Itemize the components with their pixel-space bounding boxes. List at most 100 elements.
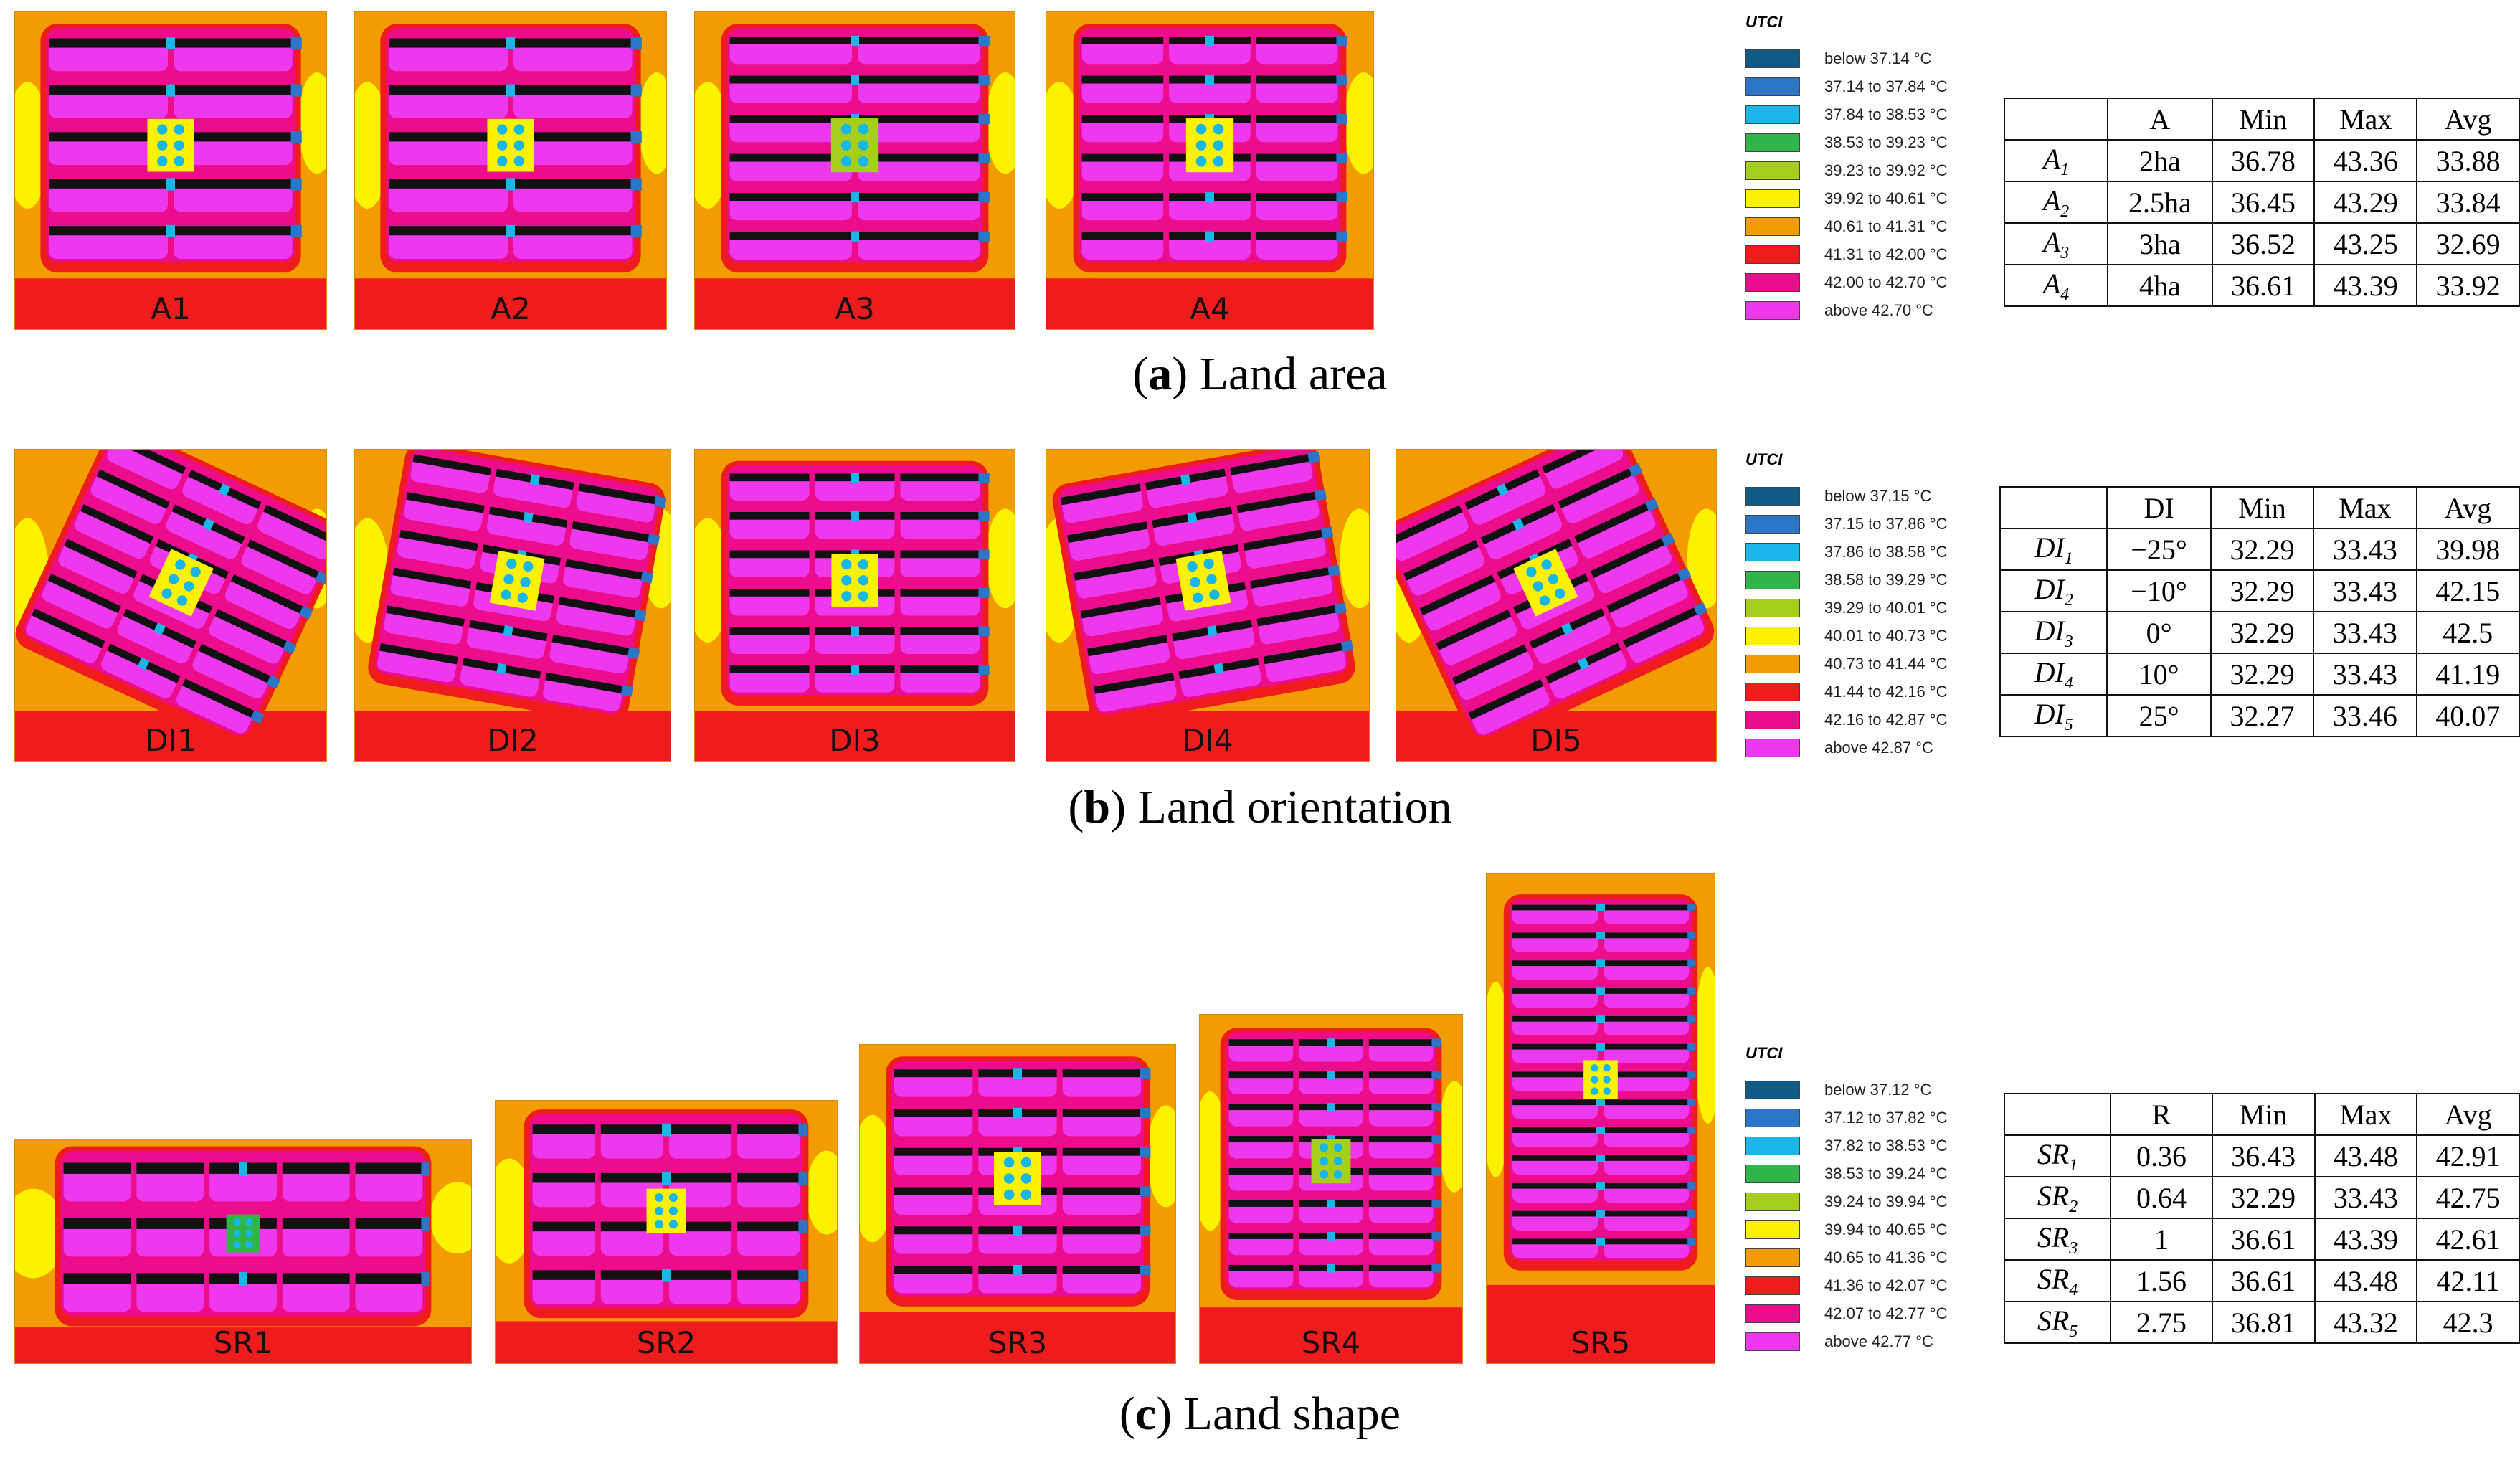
row-label-subscript: 4 xyxy=(2064,673,2073,693)
cell-avg: 42.5 xyxy=(2415,611,2520,654)
legend-label: 42.00 to 42.70 °C xyxy=(1824,272,1948,291)
shade-structure xyxy=(506,224,515,237)
tree-canopy xyxy=(655,1220,664,1229)
tree-canopy xyxy=(174,156,184,166)
building-block xyxy=(1228,1200,1294,1207)
shade-structure xyxy=(978,626,990,637)
shade-structure xyxy=(1596,1210,1605,1218)
shade-structure xyxy=(1596,1155,1605,1162)
legend-swatch xyxy=(1745,133,1800,152)
courtyard xyxy=(1583,1060,1618,1099)
legend-swatch xyxy=(1745,77,1800,96)
shade-structure xyxy=(1213,663,1224,675)
row-label-name: SR xyxy=(2037,1137,2070,1170)
caption-letter: b xyxy=(1084,781,1111,833)
building-block xyxy=(1368,1264,1434,1271)
legend-item: 37.14 to 37.84 °C xyxy=(1745,72,2004,100)
hot-spot xyxy=(1470,681,1550,735)
caption-letter: a xyxy=(1148,348,1173,400)
thermal-map-graphic xyxy=(355,450,671,761)
tree-canopy xyxy=(1539,595,1550,606)
building-block xyxy=(1081,232,1164,240)
hot-spot xyxy=(1467,471,1546,525)
tree-canopy xyxy=(1195,140,1207,151)
row-label: SR2 xyxy=(2003,1176,2112,1219)
shade-structure xyxy=(978,36,990,47)
shade-structure xyxy=(506,84,515,97)
shade-structure xyxy=(1687,1127,1696,1134)
building-block xyxy=(565,559,644,581)
building-block xyxy=(900,473,980,482)
legend-label: 40.73 to 41.44 °C xyxy=(1824,654,1948,673)
table-row: A1 2ha 36.78 43.36 33.88 xyxy=(2003,139,2520,182)
building-block xyxy=(1419,574,1495,616)
shade-structure xyxy=(1677,567,1692,582)
building-block xyxy=(136,1162,204,1174)
legend-swatch xyxy=(1745,49,1800,68)
block-layout xyxy=(1503,894,1698,1271)
shade-structure xyxy=(630,224,642,237)
legend-item: below 37.12 °C xyxy=(1745,1076,2004,1104)
legend-title: UTCI xyxy=(1745,13,1783,31)
tree-canopy xyxy=(523,561,534,572)
hot-zone xyxy=(695,278,1015,329)
shade-structure xyxy=(662,1172,671,1185)
legend-label: 39.23 to 39.92 °C xyxy=(1824,161,1948,179)
shade-structure xyxy=(1327,1264,1335,1273)
cell-avg: 33.88 xyxy=(2416,139,2520,182)
shade-structure xyxy=(620,685,633,697)
building-block xyxy=(80,504,154,544)
building-block xyxy=(1228,1136,1294,1143)
row-label: SR3 xyxy=(2003,1218,2112,1261)
row-label-subscript: 1 xyxy=(2060,160,2070,179)
shade-structure xyxy=(1596,1182,1605,1190)
hot-spot xyxy=(1454,646,1533,701)
tree-canopy xyxy=(520,577,531,588)
cell-avg: 33.92 xyxy=(2416,264,2520,307)
tree-canopy xyxy=(1003,1189,1015,1200)
legend-label: 37.12 to 37.82 °C xyxy=(1824,1108,1948,1127)
cell-min: 32.27 xyxy=(2209,694,2315,737)
legend-swatch xyxy=(1745,570,1800,589)
shade-structure xyxy=(1431,1200,1441,1208)
shade-structure xyxy=(1693,602,1707,617)
stats-table-c: R Min Max Avg SR1 0.36 36.43 43.48 42.91 SR2 0.64 3… xyxy=(2003,1093,2520,1344)
legend-swatch xyxy=(1745,1192,1800,1211)
building-block xyxy=(894,1226,973,1235)
legend-label: 42.16 to 42.87 °C xyxy=(1824,710,1948,729)
building-block xyxy=(729,665,810,673)
building-block xyxy=(513,85,633,95)
legend-label: 37.82 to 38.53 °C xyxy=(1824,1136,1948,1155)
thermal-map-graphic xyxy=(1200,1015,1462,1363)
tree-canopy xyxy=(501,589,511,600)
tree-canopy xyxy=(157,140,168,151)
shade-structure xyxy=(1596,987,1605,995)
building-block xyxy=(1081,153,1164,162)
building-block xyxy=(1080,597,1161,619)
tree-canopy xyxy=(668,1206,678,1215)
tree-canopy xyxy=(1213,140,1224,151)
building-block xyxy=(858,37,980,44)
cell-min: 36.61 xyxy=(2211,1218,2316,1261)
building-block xyxy=(729,589,810,597)
legend-label: 40.01 to 40.73 °C xyxy=(1824,626,1948,645)
legend-label: 39.94 to 40.65 °C xyxy=(1824,1220,1948,1238)
building-block xyxy=(1403,540,1479,581)
hot-zone xyxy=(1487,1284,1715,1363)
building-block xyxy=(1604,1182,1690,1189)
shade-structure xyxy=(1596,1238,1605,1246)
thermal-map-graphic xyxy=(695,450,1015,761)
legend-label: above 42.77 °C xyxy=(1824,1332,1933,1350)
shade-structure xyxy=(662,1123,671,1137)
cool-zone xyxy=(1340,508,1369,609)
row-label: DI4 xyxy=(1999,653,2108,696)
shade-structure xyxy=(1431,1264,1441,1273)
row-label: A2 xyxy=(2003,181,2109,224)
building-block xyxy=(386,605,465,627)
shade-structure xyxy=(250,710,265,724)
building-block xyxy=(513,179,633,189)
caption-b: (b) Land orientation xyxy=(1068,781,1452,833)
thermal-map-SR5: SR5 xyxy=(1486,873,1715,1364)
building-block xyxy=(1512,960,1598,967)
block-layout xyxy=(368,450,667,724)
